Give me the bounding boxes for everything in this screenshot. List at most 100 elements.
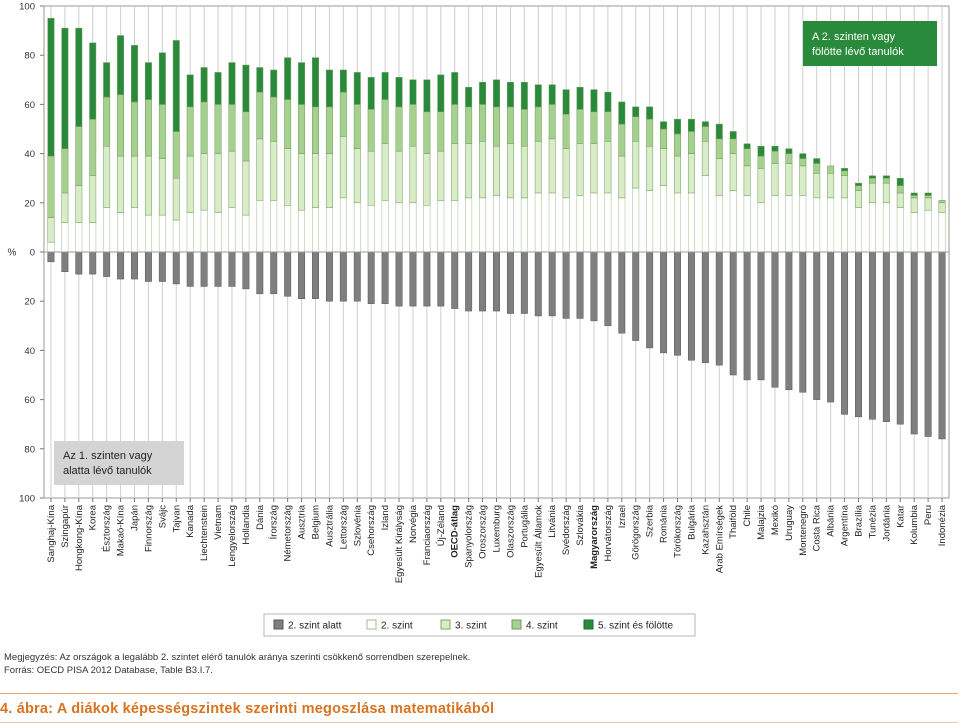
x-category-label: Brazília — [854, 504, 865, 536]
caption-divider-top — [0, 693, 958, 694]
x-category-label: Szingapúr — [60, 505, 71, 548]
bar-segment-2 — [75, 222, 83, 253]
bar-segment-5-plus — [144, 62, 152, 100]
bar-segment-2 — [409, 202, 417, 253]
bar-segment-2 — [855, 207, 862, 253]
bar-segment-4 — [590, 111, 598, 145]
bar-segment-below-level2 — [534, 251, 542, 317]
bar-segment-5-plus — [493, 79, 500, 108]
bar-segment-3 — [520, 145, 528, 199]
x-category-label: Egyesült Királyság — [394, 505, 405, 583]
bar-segment-5-plus — [381, 72, 389, 100]
bar-segment-4 — [172, 131, 180, 179]
bar-segment-3 — [200, 153, 208, 211]
bar-segment-2 — [771, 195, 779, 253]
bar-segment-5-plus — [729, 131, 737, 140]
bar-segment-3 — [172, 177, 180, 221]
x-category-label: Chile — [742, 505, 753, 527]
bar-segment-3 — [868, 182, 876, 204]
bar-segment-below-level2 — [590, 251, 598, 322]
bar-segment-below-level2 — [131, 251, 138, 280]
bar-segment-2 — [325, 207, 333, 253]
x-category-label: Németország — [283, 505, 294, 562]
x-category-label: Csehország — [366, 505, 377, 556]
bar-segment-3 — [409, 145, 417, 204]
bar-segment-2 — [757, 202, 765, 253]
x-category-label: Szlovákia — [575, 504, 586, 545]
bar-segment-below-level2 — [381, 251, 389, 304]
bar-segment-below-level2 — [298, 251, 306, 299]
x-category-label: Dánia — [255, 504, 266, 530]
bar-segment-4 — [75, 126, 83, 186]
bar-segment-3 — [451, 143, 459, 201]
bar-segment-3 — [270, 141, 278, 201]
bar-segment-4 — [771, 150, 779, 164]
bar-segment-4 — [312, 106, 319, 154]
bar-segment-5-plus — [896, 177, 904, 186]
x-category-label: Új-Zéland — [436, 505, 447, 546]
bar-segment-4 — [813, 163, 821, 174]
bar-segment-4 — [47, 155, 55, 218]
bar-segment-5-plus — [785, 148, 793, 154]
bar-segment-below-level2 — [61, 251, 69, 272]
bar-segment-4 — [353, 104, 361, 149]
bar-segment-4 — [882, 177, 890, 184]
x-category-label: Olaszország — [505, 505, 516, 558]
bar-segment-4 — [868, 177, 876, 184]
bar-segment-5-plus — [687, 118, 695, 132]
x-category-label: Luxemburg — [492, 505, 503, 553]
bar-segment-below-level2 — [799, 251, 807, 393]
bar-segment-5-plus — [312, 57, 319, 108]
x-category-label: Románia — [659, 504, 670, 543]
bar-segment-5-plus — [576, 86, 584, 110]
bar-segment-below-level2 — [242, 251, 250, 290]
bar-segment-5-plus — [562, 89, 570, 115]
bar-segment-2 — [841, 197, 849, 253]
figure-caption: 4. ábra: A diákok képességszintek szerin… — [0, 701, 495, 717]
legend-label: 3. szint — [455, 621, 487, 632]
bar-segment-below-level2 — [339, 251, 347, 302]
y-tick-label: 80 — [24, 444, 35, 455]
bar-segment-5-plus — [520, 82, 528, 110]
bar-segment-below-level2 — [256, 251, 264, 295]
annotation-text-above: fölötte lévő tanulók — [812, 46, 904, 58]
bar-segment-3 — [632, 141, 640, 189]
bar-segment-3 — [548, 138, 556, 194]
bar-segment-2 — [868, 202, 876, 253]
bar-segment-4 — [298, 104, 306, 154]
bar-segment-2 — [604, 192, 612, 253]
bar-segment-below-level2 — [827, 251, 835, 403]
bar-segment-3 — [715, 158, 723, 196]
bar-segment-3 — [813, 173, 821, 199]
bar-segment-5-plus — [465, 86, 473, 108]
bar-segment-5-plus — [590, 89, 598, 113]
x-category-label: Finnország — [143, 505, 154, 552]
bar-segment-3 — [882, 182, 890, 204]
bar-segment-4 — [506, 106, 514, 145]
bar-segment-5-plus — [353, 72, 361, 105]
bar-segment-3 — [604, 141, 612, 194]
bar-segment-5-plus — [924, 192, 932, 196]
x-category-label: Albánia — [826, 504, 837, 536]
bar-segment-below-level2 — [228, 251, 236, 287]
bar-segment-4 — [465, 106, 473, 145]
bar-segment-3 — [785, 163, 793, 196]
bar-segment-below-level2 — [855, 251, 862, 418]
bar-segment-2 — [451, 200, 459, 253]
bar-segment-below-level2 — [465, 251, 473, 312]
bar-segment-below-level2 — [47, 251, 55, 263]
bar-segment-5-plus — [618, 101, 626, 125]
bar-segment-below-level2 — [896, 251, 904, 425]
bar-segment-5-plus — [423, 79, 431, 113]
bar-segment-4 — [270, 96, 278, 142]
bar-segment-below-level2 — [785, 251, 793, 391]
bar-segment-3 — [465, 143, 473, 199]
bar-segment-2 — [534, 192, 542, 253]
bar-segment-2 — [214, 212, 222, 253]
bar-segment-4 — [646, 118, 654, 147]
bar-segment-2 — [674, 192, 681, 253]
x-category-label: Norvégia — [408, 504, 419, 543]
bar-segment-4 — [701, 126, 709, 142]
stacked-bar-chart: 100 80 60 40 20 0 20 40 60 80 100% Sanghaj-Kína Szin… — [8, 2, 950, 637]
bar-segment-2 — [646, 190, 654, 253]
